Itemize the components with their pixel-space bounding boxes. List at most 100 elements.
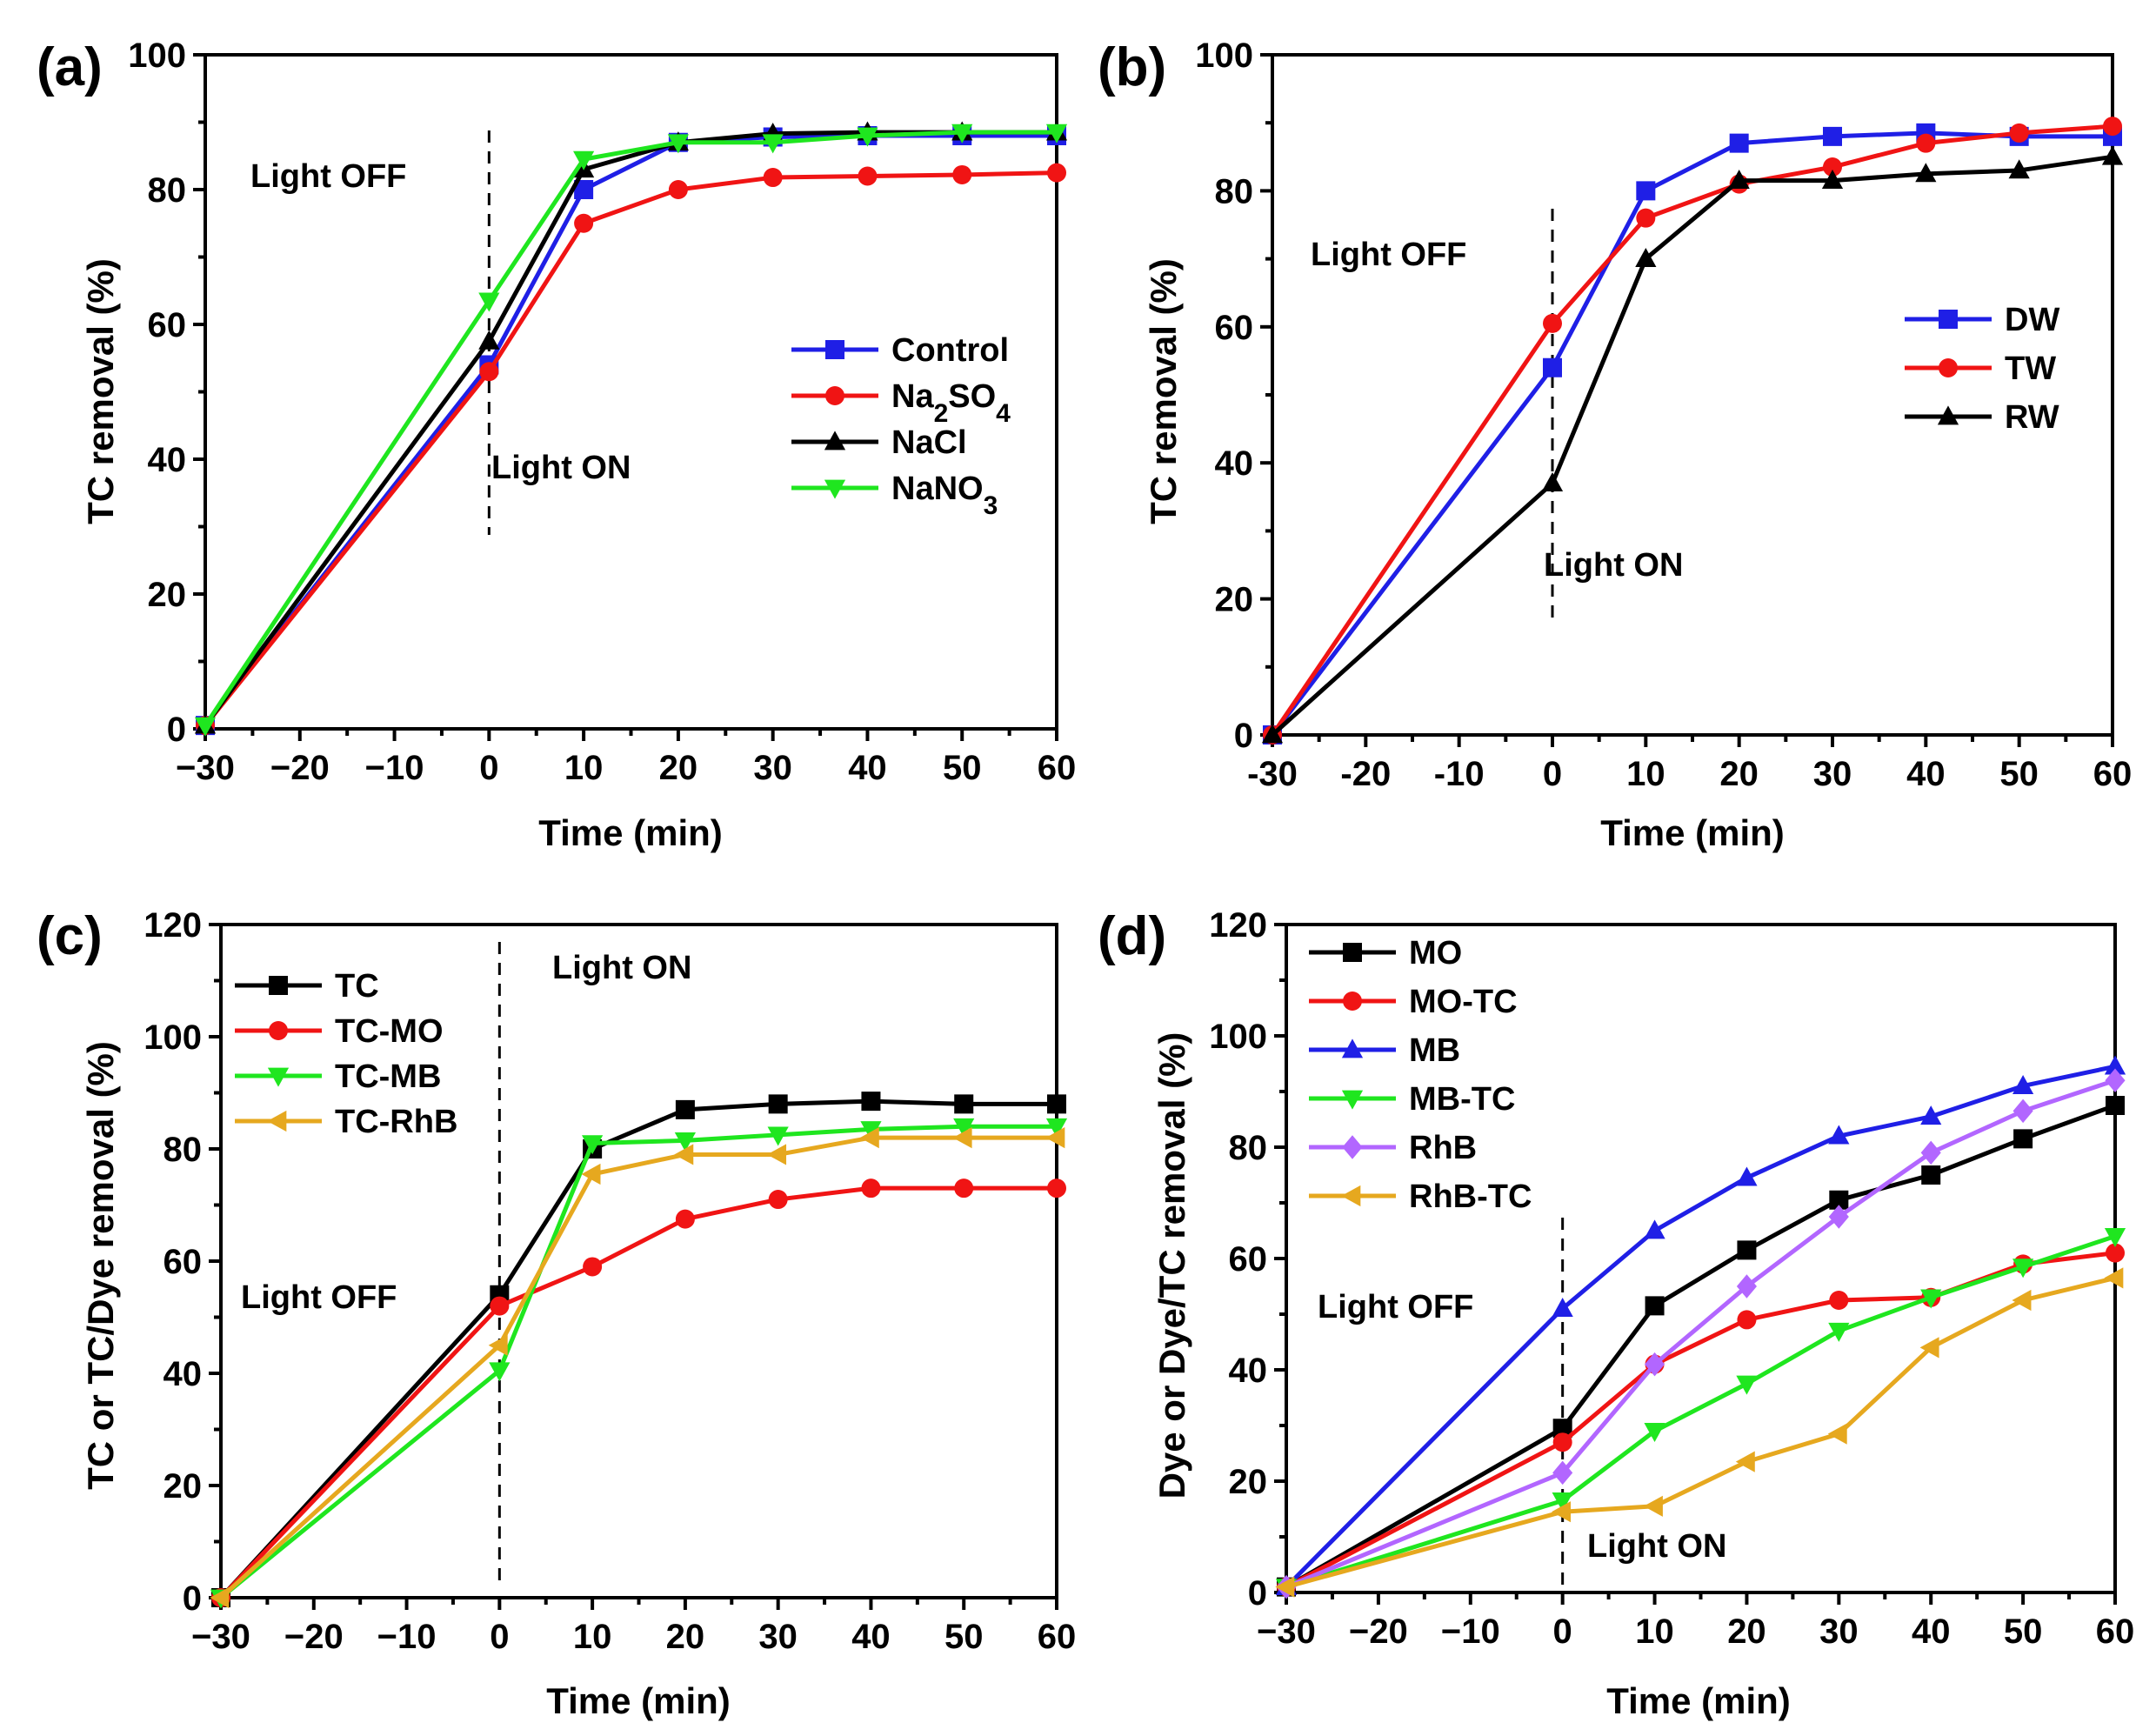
data-point	[1644, 1423, 1665, 1443]
data-point	[1636, 181, 1656, 201]
legend-label: MO	[1409, 935, 1462, 971]
y-tick-label: 0	[1248, 1574, 1267, 1612]
x-tick-label: 60	[2096, 1612, 2135, 1651]
x-tick-label: 20	[1719, 755, 1759, 793]
data-point	[768, 1094, 788, 1114]
data-point	[1047, 1178, 1066, 1199]
data-point	[1552, 1501, 1572, 1523]
data-point	[488, 1334, 508, 1356]
series-line	[219, 1135, 1057, 1599]
y-tick-label: 60	[164, 1243, 203, 1281]
x-tick-label: 40	[848, 749, 887, 787]
series-line	[219, 1124, 1057, 1599]
legend-text: Control	[891, 332, 1009, 369]
series-line	[1285, 1103, 2116, 1589]
x-tick-label: −10	[365, 749, 424, 787]
legend-entry: MO	[1309, 935, 1462, 971]
x-tick-label: 20	[1727, 1612, 1766, 1651]
y-tick-label: 40	[148, 441, 187, 479]
series-line	[1285, 1064, 2116, 1589]
legend-marker	[1343, 992, 1362, 1011]
data-point	[489, 1362, 511, 1382]
light-off-label: Light OFF	[1318, 1289, 1473, 1325]
legend-entry: MB-TC	[1309, 1081, 1515, 1118]
data-point	[768, 1190, 788, 1210]
data-point	[954, 1178, 974, 1199]
y-axis-title: Dye or Dye/TC removal (%)	[1151, 1032, 1192, 1499]
data-point	[2106, 1096, 2125, 1115]
panel-b: (b) -30 -20 -10 0 10 20 30 40 50 60 0 20 40 60 80 100 Tim…	[1098, 37, 2132, 853]
legend-label: DW	[2005, 302, 2059, 338]
y-tick-label: 20	[148, 576, 187, 614]
x-tick-label: 60	[1038, 749, 1077, 787]
data-point	[859, 1127, 879, 1149]
data-point	[2008, 159, 2030, 179]
series-DW	[1263, 123, 2122, 744]
light-off-label: Light OFF	[241, 1279, 397, 1316]
data-point	[1261, 724, 1284, 744]
data-point	[1552, 1492, 1573, 1512]
legend-label: RhB	[1409, 1130, 1477, 1166]
data-point	[667, 134, 689, 154]
legend-entry: TC-RhB	[235, 1104, 457, 1140]
legend-marker	[1937, 405, 1959, 425]
data-point	[479, 362, 499, 382]
y-tick-label: 80	[1215, 172, 1254, 210]
data-point	[1737, 1310, 1757, 1330]
data-point	[675, 1209, 695, 1229]
data-point	[2105, 1068, 2126, 1092]
y-tick-label: 60	[148, 306, 187, 344]
panel-letter: (b)	[1098, 37, 1166, 97]
data-point	[1915, 163, 1937, 183]
data-point	[1728, 170, 1750, 190]
legend-text: Na	[891, 378, 934, 415]
series-TC-RhB	[210, 1127, 1065, 1609]
data-point	[210, 1586, 230, 1609]
data-point	[674, 1132, 696, 1152]
y-tick-label: 100	[1195, 37, 1253, 75]
data-point	[1920, 1140, 1941, 1165]
x-axis-title: Time (min)	[538, 812, 723, 853]
legend-label: Na2SO4	[891, 378, 1011, 428]
data-point	[1543, 313, 1562, 333]
legend-marker	[1342, 1135, 1363, 1159]
y-tick-label: 80	[164, 1131, 203, 1169]
panel-a: (a) −30 −20 −10 0 10 20 30 40 50 60 0 20 40 60 80 100 Tim…	[37, 37, 1076, 853]
x-tick-label: 30	[1813, 755, 1852, 793]
x-tick-label: 40	[851, 1618, 891, 1656]
legend-label: MO-TC	[1409, 984, 1518, 1020]
data-point	[2009, 123, 2029, 143]
legend-entry: MO-TC	[1309, 984, 1518, 1020]
data-point	[490, 1296, 510, 1316]
x-tick-label: −20	[284, 1618, 344, 1656]
data-point	[2013, 1129, 2033, 1149]
legend-label: RhB-TC	[1409, 1178, 1532, 1215]
legend-text: RhB	[1409, 1130, 1477, 1166]
data-point	[857, 127, 878, 147]
data-point	[1636, 208, 1656, 228]
data-point	[1823, 126, 1842, 146]
series-line	[204, 170, 1058, 727]
legend-text: MO-TC	[1409, 984, 1518, 1020]
data-point	[1829, 1291, 1849, 1310]
y-tick-label: 20	[1229, 1463, 1268, 1501]
x-tick-label: 50	[943, 749, 982, 787]
data-point	[574, 180, 594, 199]
data-point	[478, 292, 500, 312]
series-line	[1270, 124, 2113, 737]
legend-marker	[1341, 1090, 1364, 1110]
data-point	[1645, 1296, 1665, 1316]
legend-marker	[1939, 310, 1958, 329]
y-tick-label: 20	[164, 1467, 203, 1506]
series-line	[203, 130, 1057, 727]
y-tick-label: 60	[1229, 1240, 1268, 1279]
legend-subscript: 2	[934, 399, 949, 428]
legend-marker	[269, 976, 288, 995]
data-point	[1736, 1274, 1757, 1299]
legend-marker	[824, 431, 846, 451]
legend-text: NaNO	[891, 471, 984, 507]
legend-text: TC-MO	[335, 1013, 444, 1050]
data-point	[2106, 1243, 2125, 1263]
data-point	[1543, 357, 1562, 377]
data-point	[2104, 1267, 2124, 1289]
